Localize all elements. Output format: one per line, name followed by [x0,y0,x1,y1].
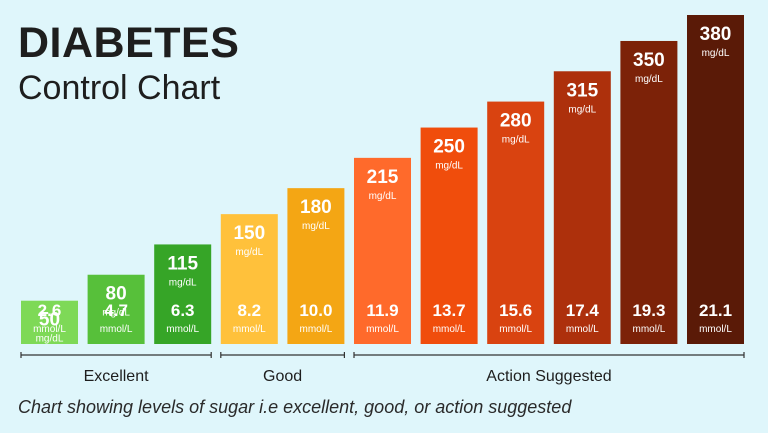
bar-unit-mgdl: mg/dL [502,135,530,146]
group-label: Excellent [84,368,149,385]
bar-unit-mmol: mmol/L [566,324,599,335]
chart-title-block: DIABETES Control Chart [18,20,239,108]
bar-280 [487,101,545,344]
bar-unit-mgdl: mg/dL [36,334,64,345]
bar-215 [354,157,411,344]
bar-label-mgdl: 80 [106,284,127,305]
bar-label-mmol: 10.0 [299,301,332,320]
bar-label-mmol: 11.9 [366,301,398,320]
bar-unit-mmol: mmol/L [633,324,666,335]
bar-unit-mgdl: mg/dL [568,104,596,115]
bar-label-mgdl: 350 [633,50,665,71]
bar-115 [154,244,212,344]
bar-unit-mmol: mmol/L [699,324,732,335]
bar-unit-mmol: mmol/L [366,324,399,335]
bar-label-mgdl: 150 [233,223,265,244]
bar-unit-mmol: mmol/L [499,324,532,335]
bar-label-mgdl: 180 [300,197,332,218]
bar-label-mgdl: 115 [167,253,198,274]
group-label: Good [263,368,302,385]
bar-label-mmol: 8.2 [237,301,261,320]
bar-unit-mgdl: mg/dL [302,221,330,232]
bar-unit-mgdl: mg/dL [435,161,463,172]
bar-unit-mgdl: mg/dL [169,277,197,288]
bar-80 [87,274,145,344]
bar-150 [220,214,278,344]
bar-unit-mgdl: mg/dL [635,74,663,85]
bar-label-mgdl: 380 [700,24,732,45]
bar-label-mmol: 2.6 [38,301,62,320]
group-label: Action Suggested [486,368,611,385]
bar-label-mgdl: 315 [566,80,598,101]
bar-unit-mgdl: mg/dL [102,308,130,319]
bar-unit-mgdl: mg/dL [369,191,397,202]
bar-180 [287,188,345,344]
bar-250 [420,127,478,344]
bar-50 [21,300,78,344]
chart-subtitle: Control Chart [18,69,221,107]
bar-315 [553,71,611,345]
bar-350 [620,40,678,344]
bar-label-mmol: 15.6 [499,301,532,320]
bar-unit-mmol: mmol/L [433,324,466,335]
bar-label-mgdl: 215 [367,167,399,188]
bar-label-mmol: 13.7 [433,301,466,320]
bar-label-mgdl: 280 [500,111,532,132]
bar-unit-mmol: mmol/L [33,324,66,335]
bar-unit-mgdl: mg/dL [702,48,730,59]
bar-label-mmol: 17.4 [566,301,600,320]
bar-unit-mmol: mmol/L [166,324,199,335]
bar-unit-mmol: mmol/L [233,324,266,335]
chart-title: DIABETES [18,19,240,67]
bar-label-mgdl: 250 [433,137,465,158]
bar-label-mmol: 4.7 [104,301,128,320]
bar-unit-mmol: mmol/L [300,324,333,335]
bar-label-mgdl: 50 [39,310,60,331]
bar-label-mmol: 19.3 [632,301,665,320]
bar-unit-mmol: mmol/L [100,324,133,335]
chart-caption: Chart showing levels of sugar i.e excell… [18,397,572,417]
bar-label-mmol: 6.3 [171,301,195,320]
bar-unit-mgdl: mg/dL [235,247,263,258]
bar-380 [687,15,744,344]
bar-label-mmol: 21.1 [699,301,732,320]
